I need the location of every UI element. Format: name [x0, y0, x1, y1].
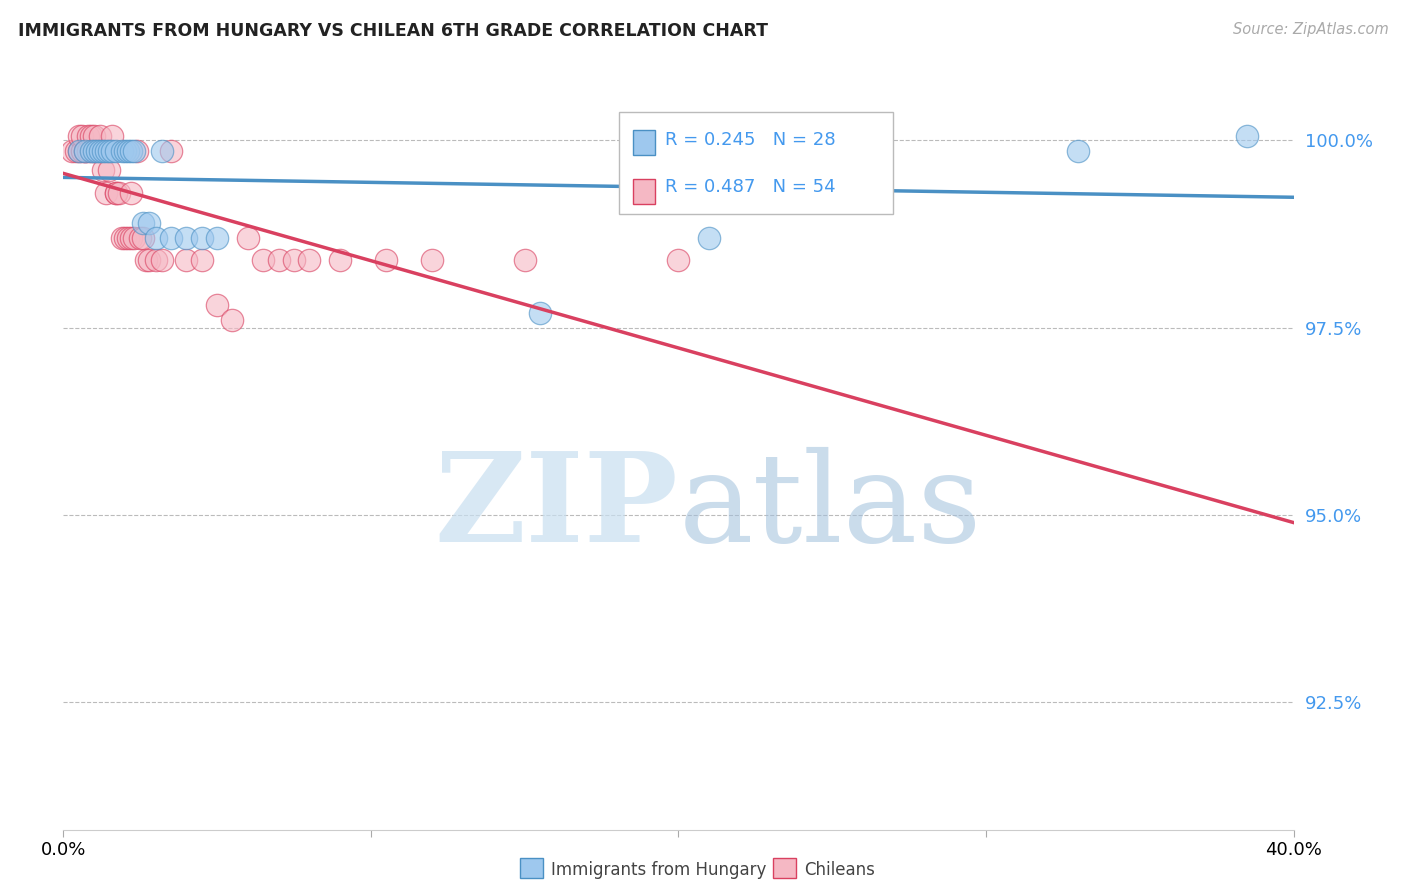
Point [89, 129, 111, 144]
Point [73, 145, 96, 159]
Point [111, 230, 134, 244]
Point [73, 145, 96, 159]
Point [104, 186, 127, 200]
Point [174, 230, 197, 244]
Point [150, 253, 173, 268]
Point [120, 186, 142, 200]
Point [1236, 129, 1258, 144]
Point [422, 253, 444, 268]
Point [135, 253, 157, 268]
Point [513, 253, 536, 268]
Point [67, 145, 90, 159]
Point [83, 145, 105, 159]
Point [283, 253, 305, 268]
Point [150, 145, 173, 159]
Point [190, 253, 212, 268]
Point [122, 230, 145, 244]
Point [697, 230, 720, 244]
Point [98, 163, 121, 178]
Point [101, 145, 124, 159]
Point [80, 129, 103, 144]
Point [127, 145, 148, 159]
Point [298, 253, 321, 268]
Point [70, 129, 93, 144]
Point [205, 230, 228, 244]
Point [104, 145, 127, 159]
Text: IMMIGRANTS FROM HUNGARY VS CHILEAN 6TH GRADE CORRELATION CHART: IMMIGRANTS FROM HUNGARY VS CHILEAN 6TH G… [18, 22, 768, 40]
Point [174, 253, 197, 268]
Point [89, 145, 111, 159]
Point [129, 230, 152, 244]
Point [98, 145, 121, 159]
Point [96, 186, 118, 200]
Point [62, 145, 84, 159]
Point [375, 253, 398, 268]
Point [98, 145, 121, 159]
Point [132, 216, 155, 230]
Point [114, 230, 136, 244]
Point [114, 145, 136, 159]
Point [138, 253, 160, 268]
Text: R = 0.487   N = 54: R = 0.487 N = 54 [665, 178, 835, 196]
Text: atlas: atlas [678, 447, 981, 568]
Point [104, 186, 127, 200]
Point [83, 145, 105, 159]
Point [91, 163, 114, 178]
Point [107, 186, 129, 200]
Point [111, 145, 134, 159]
Point [96, 145, 118, 159]
Point [205, 298, 228, 312]
Point [329, 253, 352, 268]
Point [145, 253, 167, 268]
Point [267, 253, 290, 268]
Point [80, 145, 103, 159]
Point [190, 230, 212, 244]
Point [76, 129, 98, 144]
Point [86, 145, 108, 159]
Point [236, 230, 259, 244]
Point [666, 253, 689, 268]
Point [80, 145, 103, 159]
Text: Immigrants from Hungary: Immigrants from Hungary [551, 861, 766, 879]
Point [160, 230, 183, 244]
Point [70, 145, 93, 159]
Point [91, 145, 114, 159]
Point [138, 216, 160, 230]
Point [101, 129, 124, 144]
Point [67, 129, 90, 144]
Point [122, 145, 145, 159]
Point [1067, 145, 1090, 159]
Point [221, 313, 243, 327]
Point [117, 230, 139, 244]
Point [145, 230, 167, 244]
Point [120, 145, 142, 159]
Point [76, 145, 98, 159]
Point [252, 253, 274, 268]
Text: Chileans: Chileans [804, 861, 875, 879]
Point [120, 230, 142, 244]
Point [83, 129, 105, 144]
Point [132, 230, 155, 244]
Text: ZIP: ZIP [434, 447, 678, 568]
Point [86, 145, 108, 159]
Point [65, 145, 87, 159]
Text: Source: ZipAtlas.com: Source: ZipAtlas.com [1233, 22, 1389, 37]
Point [529, 305, 551, 319]
Point [91, 145, 114, 159]
Point [73, 145, 96, 159]
Point [160, 145, 183, 159]
Text: R = 0.245   N = 28: R = 0.245 N = 28 [665, 131, 835, 149]
Point [117, 145, 139, 159]
Point [89, 145, 111, 159]
Point [67, 145, 90, 159]
